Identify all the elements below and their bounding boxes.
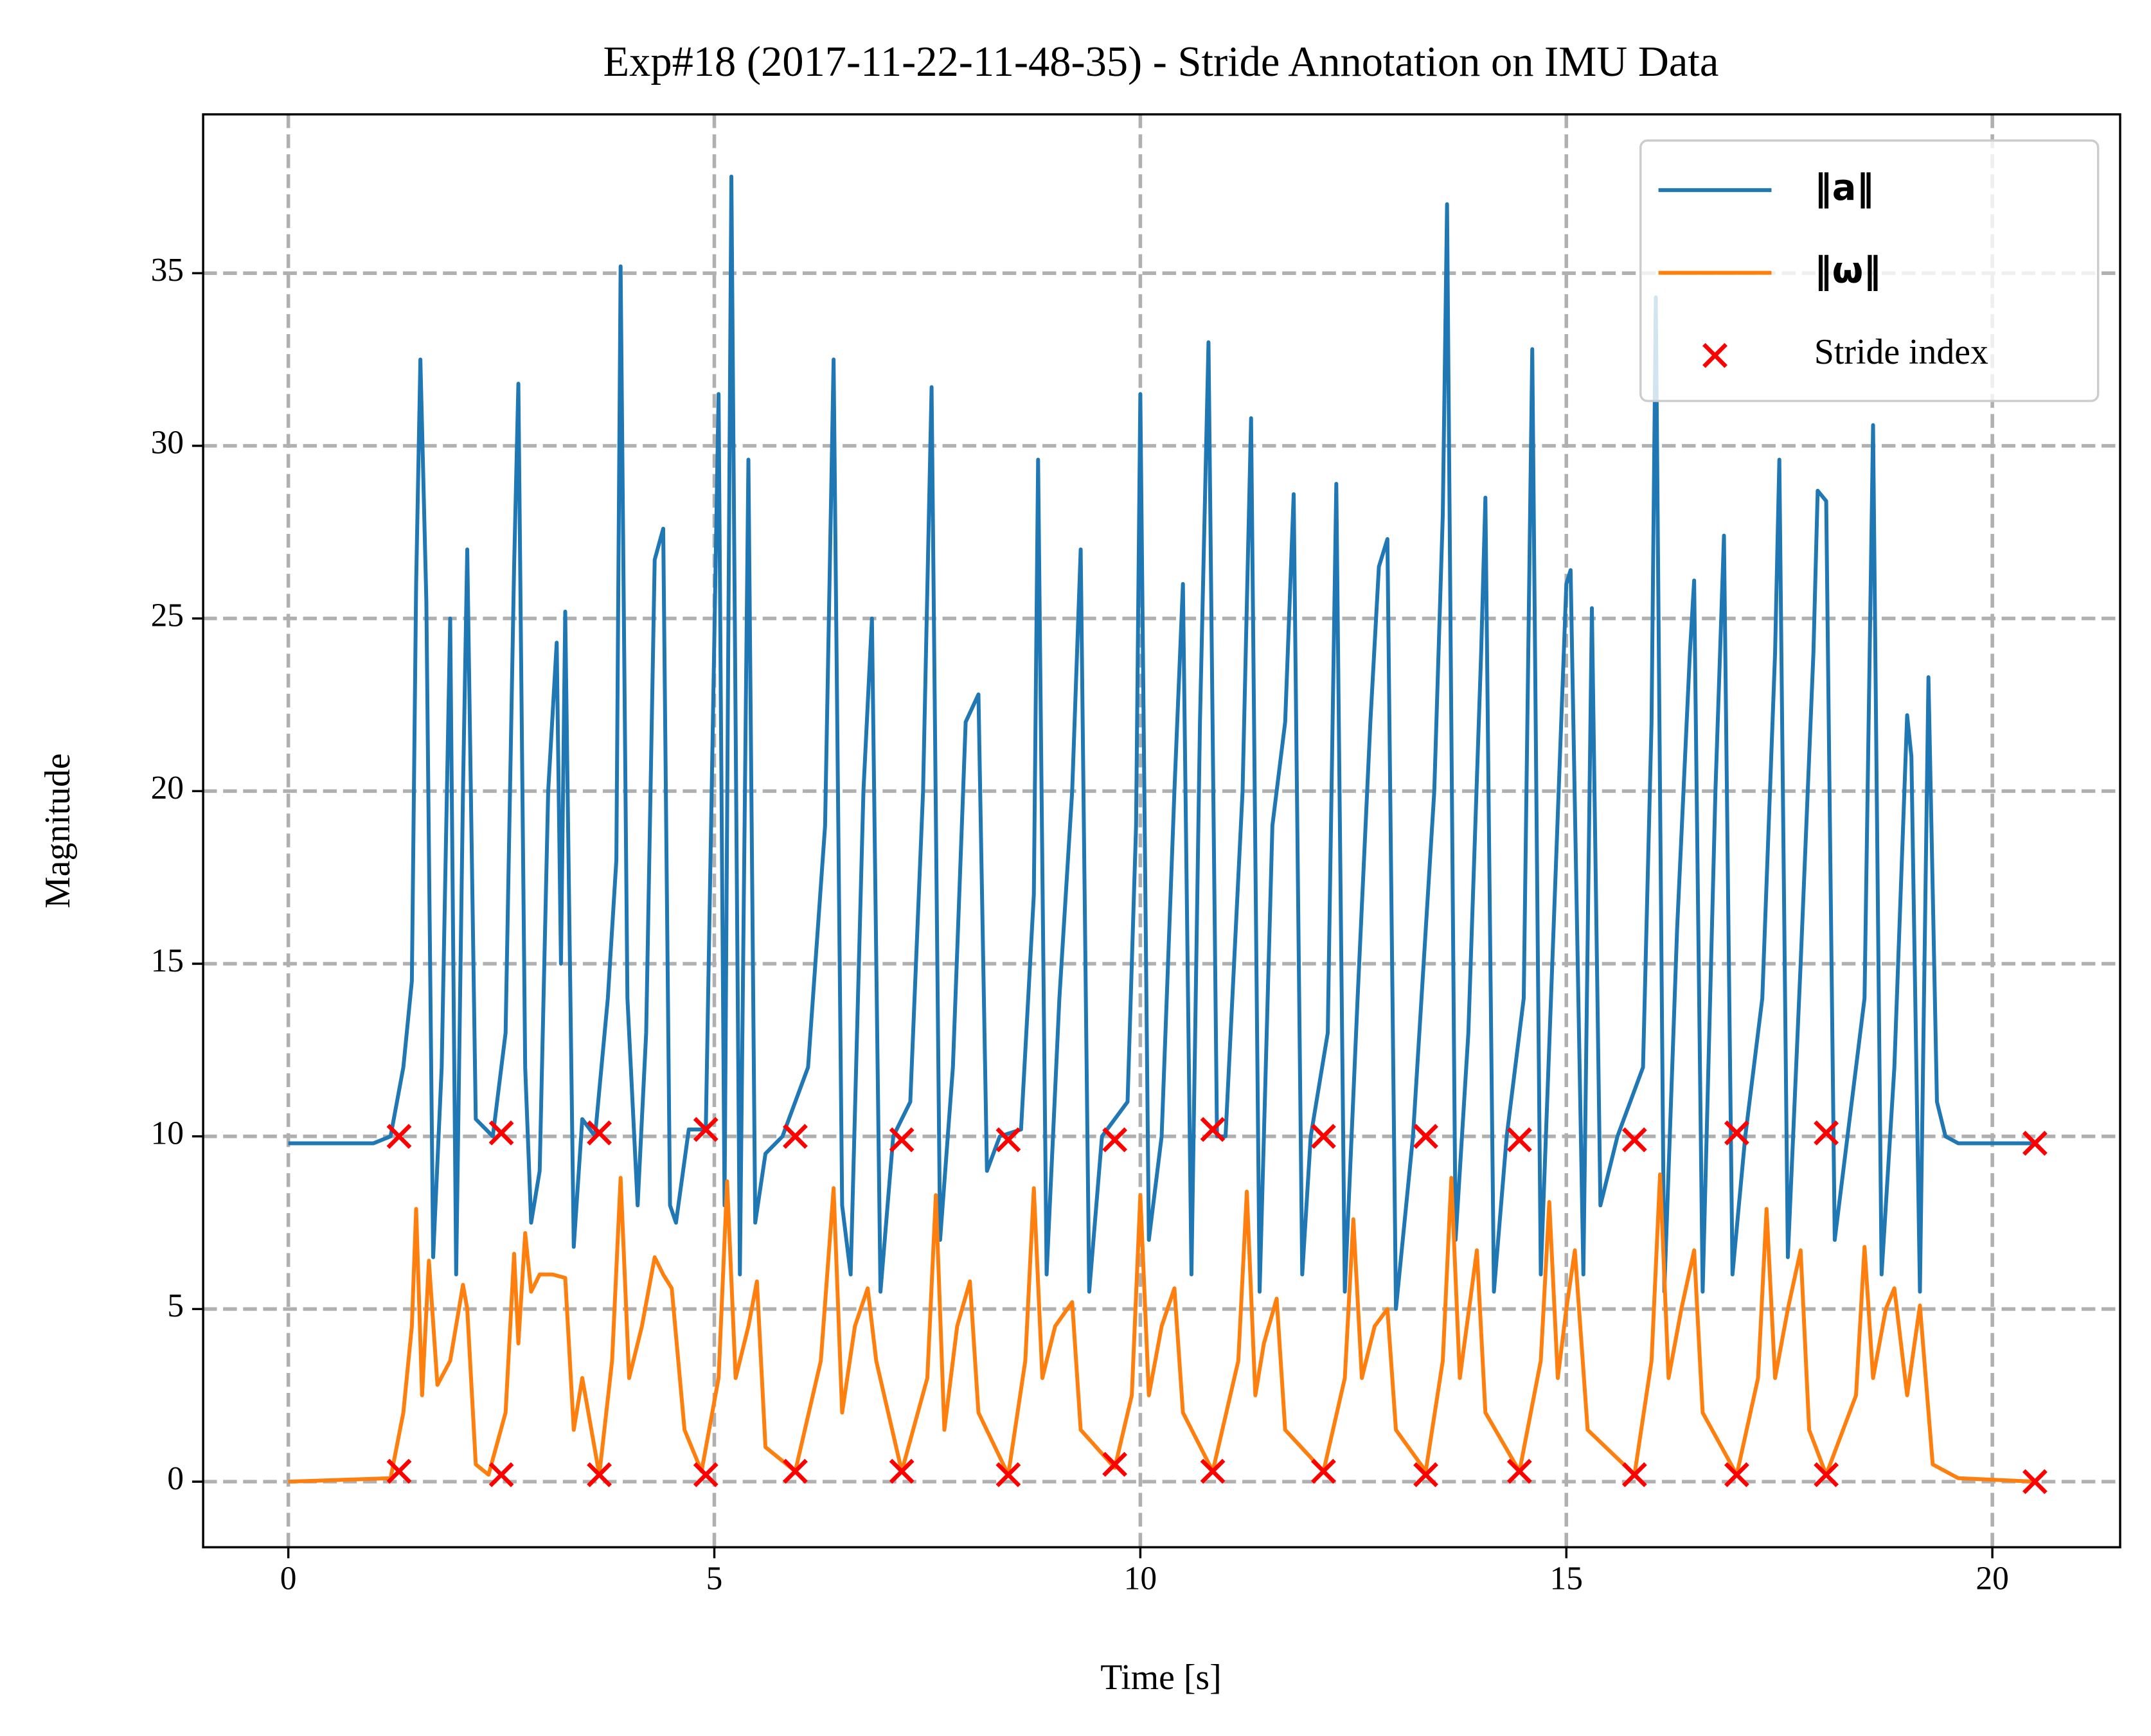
x-tick-label: 5 bbox=[706, 1561, 723, 1597]
stride-marker bbox=[783, 1458, 808, 1484]
y-tick-label: 15 bbox=[151, 943, 184, 979]
chart-title: Exp#18 (2017-11-22-11-48-35) - Stride An… bbox=[603, 39, 1719, 85]
stride-marker bbox=[1621, 1462, 1647, 1487]
x-tick-label: 15 bbox=[1550, 1561, 1583, 1597]
legend-label: ‖a‖ bbox=[1814, 167, 1874, 209]
stride-marker bbox=[1506, 1127, 1532, 1153]
stride-marker bbox=[1814, 1462, 1839, 1487]
y-tick-label: 0 bbox=[167, 1460, 184, 1497]
stride-marker bbox=[1200, 1117, 1226, 1142]
x-tick-label: 10 bbox=[1124, 1561, 1157, 1597]
stride-marker bbox=[1102, 1451, 1128, 1477]
stride-marker bbox=[783, 1124, 808, 1149]
stride-marker bbox=[889, 1458, 915, 1484]
y-tick-label: 20 bbox=[151, 770, 184, 806]
legend-label: Stride index bbox=[1814, 332, 1988, 372]
stride-marker bbox=[889, 1127, 915, 1153]
legend-marker bbox=[1702, 342, 1727, 368]
stride-marker bbox=[995, 1462, 1021, 1487]
stride-marker bbox=[386, 1458, 412, 1484]
y-tick-label: 10 bbox=[151, 1115, 184, 1152]
stride-marker bbox=[1724, 1120, 1749, 1146]
stride-marker bbox=[2022, 1469, 2048, 1494]
y-tick-label: 5 bbox=[167, 1288, 184, 1324]
data-line bbox=[288, 174, 2035, 1311]
legend-label: ‖ω‖ bbox=[1814, 250, 1881, 292]
stride-marker bbox=[995, 1127, 1021, 1153]
stride-marker bbox=[587, 1462, 612, 1487]
stride-marker bbox=[488, 1462, 514, 1487]
data-line bbox=[288, 1172, 2035, 1484]
stride-marker bbox=[1506, 1458, 1532, 1484]
x-tick-label: 20 bbox=[1976, 1561, 2008, 1597]
stride-marker bbox=[693, 1117, 718, 1142]
stride-marker bbox=[1413, 1462, 1438, 1487]
stride-marker bbox=[2022, 1131, 2048, 1156]
stride-marker bbox=[1724, 1462, 1749, 1487]
stride-marker bbox=[1200, 1458, 1226, 1484]
legend-box bbox=[1639, 139, 2100, 402]
stride-marker bbox=[1102, 1127, 1128, 1153]
stride-marker bbox=[1310, 1458, 1336, 1484]
x-axis-label: Time [s] bbox=[1100, 1658, 1221, 1697]
stride-marker bbox=[386, 1124, 412, 1149]
stride-marker bbox=[1310, 1124, 1336, 1149]
stride-marker bbox=[488, 1120, 514, 1146]
stride-marker bbox=[1814, 1120, 1839, 1146]
legend: ‖a‖ ‖ω‖ Stride index bbox=[1639, 139, 2100, 402]
y-tick-label: 25 bbox=[151, 597, 184, 633]
stride-marker bbox=[587, 1120, 612, 1146]
y-tick-label: 30 bbox=[151, 425, 184, 461]
y-axis-label: Magnitude bbox=[38, 753, 78, 908]
stride-marker bbox=[693, 1462, 718, 1487]
stride-marker bbox=[1621, 1127, 1647, 1153]
y-tick-label: 35 bbox=[151, 252, 184, 288]
plot-area: 0 5 10 15 20 0 5 10 15 20 25 30 35 ‖a‖ ‖ω‖ Stride index bbox=[151, 113, 2121, 1597]
x-tick-label: 0 bbox=[280, 1561, 297, 1597]
axes-frame bbox=[202, 113, 2121, 1548]
stride-marker bbox=[1413, 1124, 1438, 1149]
